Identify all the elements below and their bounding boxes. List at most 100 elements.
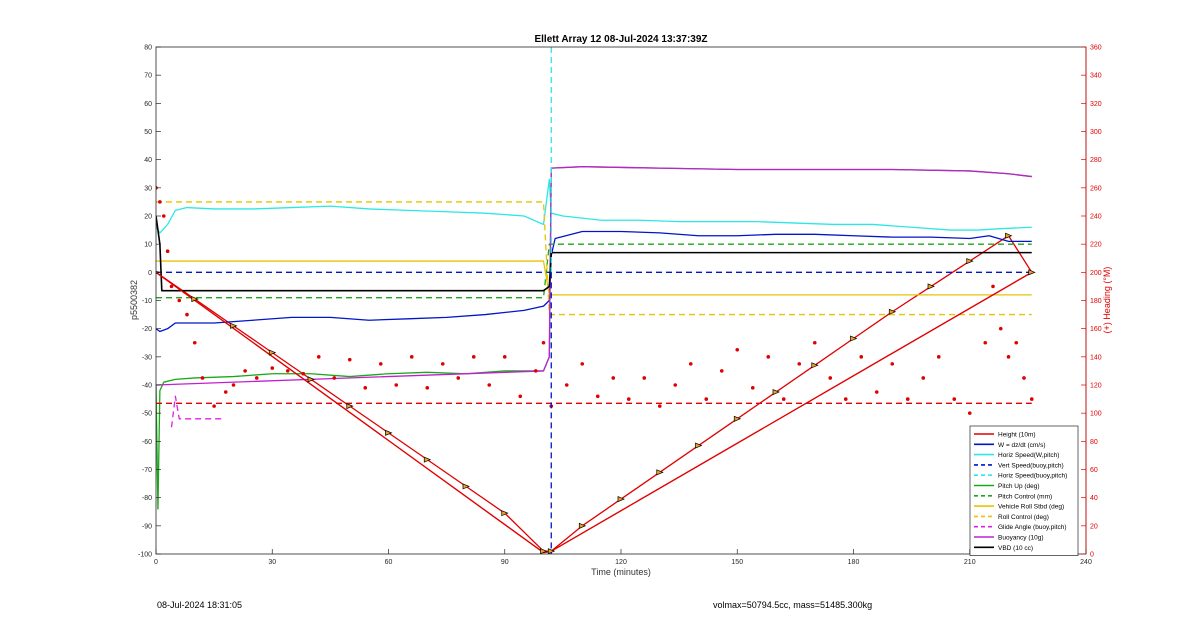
heading-point <box>750 386 755 390</box>
series-glide-angle-buoy-pitch <box>170 395 222 428</box>
heading-point <box>1022 376 1026 380</box>
height-marker <box>1005 232 1013 239</box>
height-marker <box>733 415 742 422</box>
heading-point <box>165 249 170 254</box>
x-tick-label: 180 <box>848 559 860 566</box>
footer-timestamp: 08-Jul-2024 18:31:05 <box>157 600 243 610</box>
heading-point <box>301 371 306 376</box>
y-tick-label: 10 <box>144 242 152 249</box>
heading-point <box>533 369 538 373</box>
heading-point <box>991 284 995 289</box>
heading-point <box>688 362 693 366</box>
y-tick-label: 0 <box>148 270 152 277</box>
legend-label: Horiz Speed(buoy,pitch) <box>998 473 1067 480</box>
heading-point <box>487 383 492 387</box>
height-marker <box>191 296 199 303</box>
height-marker <box>346 403 354 410</box>
height-marker <box>540 548 548 554</box>
heading-point <box>626 397 631 401</box>
heading-point <box>921 376 926 380</box>
heading-point <box>471 355 476 359</box>
y2-tick-label: 40 <box>1090 495 1098 502</box>
heading-point <box>564 383 569 387</box>
series-buoyancy-10g <box>156 166 1032 386</box>
heading-point <box>158 200 162 204</box>
y2-tick-label: 180 <box>1090 298 1102 305</box>
heading-point <box>967 411 972 415</box>
height-marker <box>772 389 780 396</box>
legend-label: Vert Speed(buoy,pitch) <box>998 462 1064 469</box>
heading-point <box>657 404 662 408</box>
footer-mass-info: volmax=50794.5cc, mass=51485.300kg <box>713 600 873 610</box>
y2-tick-label: 300 <box>1090 129 1102 136</box>
height-marker <box>888 308 897 315</box>
heading-point <box>890 362 895 366</box>
y-tick-label: -60 <box>142 439 152 446</box>
legend-label: Height (10m) <box>998 432 1036 439</box>
heading-point <box>185 312 189 317</box>
y2-tick-label: 140 <box>1090 354 1102 361</box>
heading-point <box>192 340 197 345</box>
height-marker <box>385 429 393 436</box>
y2-tick-label: 220 <box>1090 242 1102 249</box>
x-tick-label: 60 <box>385 559 393 566</box>
legend-label: Glide Angle (buoy,pitch) <box>998 524 1067 531</box>
height-marker <box>307 376 315 383</box>
heading-point <box>440 362 445 366</box>
y2-tick-label: 80 <box>1090 439 1098 446</box>
height-marker <box>850 335 858 342</box>
heading-point <box>936 355 941 359</box>
heading-point <box>704 397 709 401</box>
y2-tick-label: 160 <box>1090 326 1102 333</box>
height-marker <box>462 483 470 490</box>
y-tick-label: 30 <box>144 185 152 192</box>
legend-label: VBD (10 cc) <box>998 545 1033 552</box>
height-marker <box>578 522 587 529</box>
y-tick-label: -70 <box>142 467 152 474</box>
heading-point <box>983 340 988 345</box>
heading-point <box>998 326 1003 331</box>
y2-axis-label: (+) Heading (°M) <box>1102 267 1112 334</box>
y-tick-label: 80 <box>144 45 152 52</box>
x-tick-label: 30 <box>268 559 276 566</box>
heading-point <box>177 298 182 303</box>
heading-point <box>161 214 166 218</box>
heading-point <box>502 355 507 359</box>
heading-point <box>781 397 786 401</box>
series-pitch-control-mm <box>156 243 1032 299</box>
heading-point <box>797 362 802 366</box>
legend-label: Buoyancy (10g) <box>998 535 1044 542</box>
x-tick-label: 240 <box>1080 559 1092 566</box>
heading-point <box>735 347 740 352</box>
y-tick-label: 50 <box>144 129 152 136</box>
y-tick-label: 40 <box>144 157 152 164</box>
heading-point <box>212 404 216 408</box>
height-marker <box>617 496 625 503</box>
heading-point <box>394 383 399 387</box>
heading-point <box>254 376 259 380</box>
height-marker <box>927 283 935 290</box>
height-marker <box>695 442 703 449</box>
heading-point <box>580 362 585 366</box>
legend-label: Pitch Control (mm) <box>998 493 1052 500</box>
y2-tick-label: 340 <box>1090 73 1102 80</box>
height-marker <box>423 456 432 463</box>
heading-point <box>270 366 275 370</box>
legend-label: Pitch Up (deg) <box>998 483 1040 490</box>
y-tick-label: -30 <box>142 354 152 361</box>
heading-point <box>766 355 771 359</box>
heading-point <box>285 369 290 373</box>
heading-point <box>952 397 957 401</box>
y2-tick-label: 240 <box>1090 214 1102 221</box>
heading-point <box>316 355 321 359</box>
y2-tick-label: 260 <box>1090 185 1102 192</box>
x-axis-label: Time (minutes) <box>591 567 651 577</box>
y2-tick-label: 0 <box>1090 552 1094 559</box>
x-tick-label: 90 <box>501 559 509 566</box>
y2-tick-label: 100 <box>1090 411 1102 418</box>
heading-point <box>363 386 368 390</box>
heading-point <box>231 383 236 387</box>
heading-point <box>642 376 647 380</box>
y2-tick-label: 120 <box>1090 383 1102 390</box>
